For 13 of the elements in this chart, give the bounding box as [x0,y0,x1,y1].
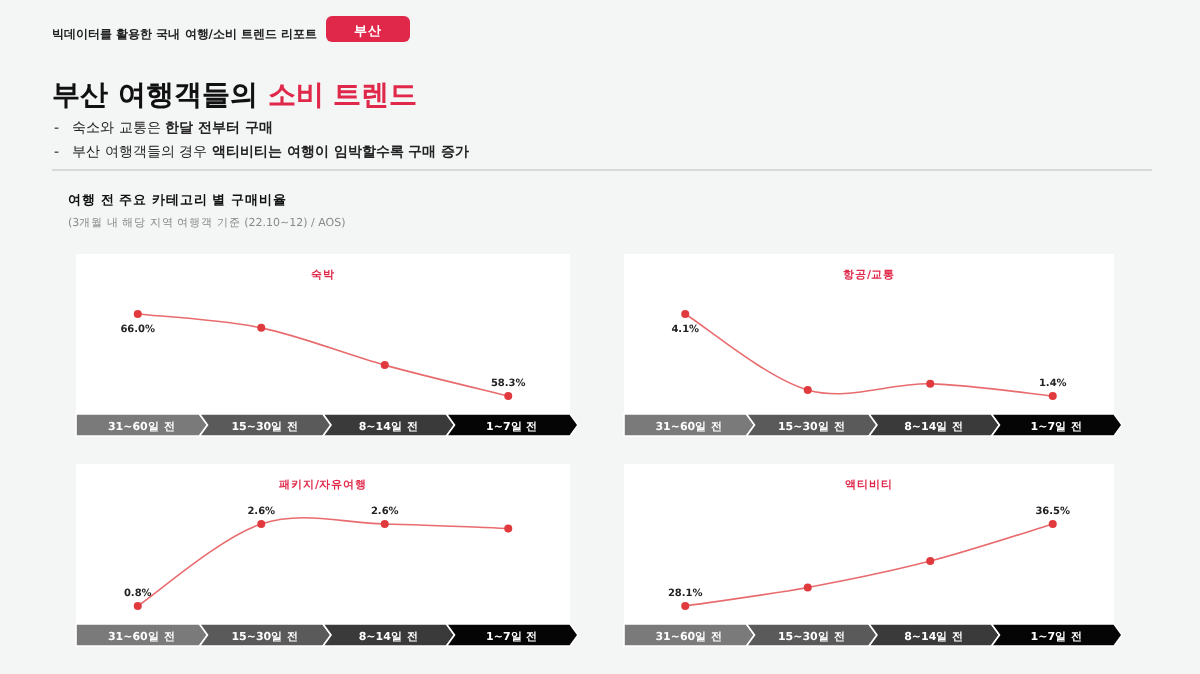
point [1048,392,1057,400]
point [803,583,812,592]
text: 부산 여행객들의 소비 트렌드 [52,80,418,112]
point [380,361,389,370]
point [504,392,513,400]
point [926,557,935,566]
point [926,379,935,388]
point [681,310,690,318]
point [1048,520,1057,528]
point [803,385,812,394]
point [257,323,266,332]
point [681,602,690,610]
point [133,310,142,318]
